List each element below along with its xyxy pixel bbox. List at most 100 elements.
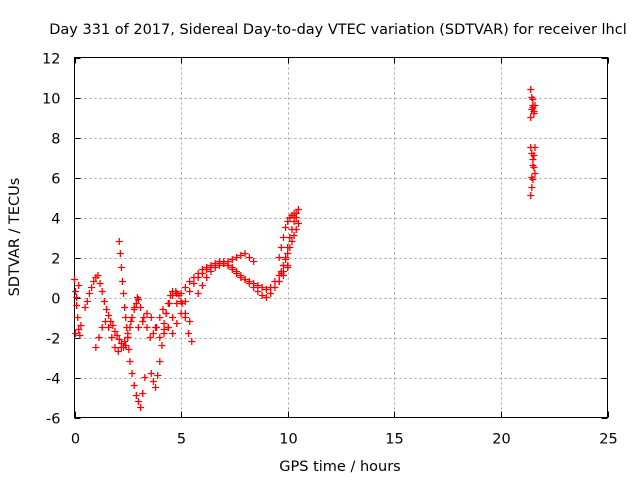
data-point [279,262,287,269]
data-point [159,306,167,313]
data-point [529,156,537,163]
data-point [127,318,135,325]
data-point [169,330,177,337]
data-point [162,310,170,317]
data-point [85,290,93,297]
data-point [528,174,536,181]
data-point [108,334,116,341]
data-point [181,284,189,291]
data-point [149,330,157,337]
data-point [133,294,141,301]
data-point [275,254,283,261]
data-point [528,184,536,191]
data-point [130,304,138,311]
data-point [207,268,215,275]
data-point [185,330,193,337]
y-tick-label: -4 [46,372,60,388]
data-point [76,332,84,339]
data-point [75,326,83,333]
data-point [134,398,142,405]
data-point [154,372,162,379]
data-point [128,370,136,377]
data-point [177,298,185,305]
data-point [111,344,119,351]
data-point [527,86,535,93]
data-point [111,328,119,335]
data-point [228,256,236,263]
data-point [282,224,290,231]
data-point [228,266,236,273]
data-point [198,282,206,289]
data-point [258,292,266,299]
data-point [113,332,121,339]
data-point [530,108,538,115]
data-point [241,276,249,283]
data-point [245,254,253,261]
data-point [120,290,128,297]
data-point [81,304,89,311]
data-point [116,250,124,257]
data-point [100,298,108,305]
data-point [531,144,539,151]
data-point [160,320,168,327]
data-point [115,336,123,343]
data-point [529,162,537,169]
data-point [527,192,535,199]
data-point [147,314,155,321]
data-point [117,344,125,351]
data-point [233,270,241,277]
x-axis-label: GPS time / hours [279,459,400,475]
data-point [188,338,196,345]
data-point [90,278,98,285]
data-point [254,282,262,289]
y-tick-label: 12 [42,52,60,68]
data-point [105,312,113,319]
data-point [139,318,147,325]
data-point [527,114,535,121]
data-point [96,280,104,287]
data-point [215,262,223,269]
data-point [94,272,102,279]
data-point [139,390,147,397]
data-point [147,370,155,377]
data-point [137,304,145,311]
x-tick-labels: 0 5 10 15 20 25 [71,432,618,448]
data-point [141,374,149,381]
y-tick-labels: -6 -4 -2 0 2 4 6 8 10 12 [42,52,60,428]
data-point [164,300,172,307]
data-point [211,264,219,271]
data-point [125,346,133,353]
data-point [262,286,270,293]
data-point [105,324,113,331]
data-point [137,404,145,411]
data-point [95,334,103,341]
y-tick-label: 8 [51,132,60,148]
data-point [292,210,300,217]
data-point [282,254,290,261]
axis-ticks [74,57,609,419]
data-point [530,152,538,159]
data-point [290,218,298,225]
data-point [123,324,131,331]
data-point [128,314,136,321]
data-point [124,334,132,341]
data-point [88,284,96,291]
data-point [529,96,537,103]
data-point [288,226,296,233]
data-point [72,330,80,337]
data-point [237,274,245,281]
data-point [203,266,211,273]
data-point [156,358,164,365]
data-point [83,298,91,305]
y-tick-label: 6 [51,172,60,188]
data-point [166,292,174,299]
data-point [267,290,275,297]
y-tick-label: 0 [51,292,60,308]
data-point [72,288,80,295]
data-point [284,250,292,257]
data-point [158,342,166,349]
data-point [122,342,130,349]
data-point [132,300,140,307]
y-axis-label: SDTVAR / TECUs [7,178,23,297]
x-tick-label: 25 [599,432,617,448]
